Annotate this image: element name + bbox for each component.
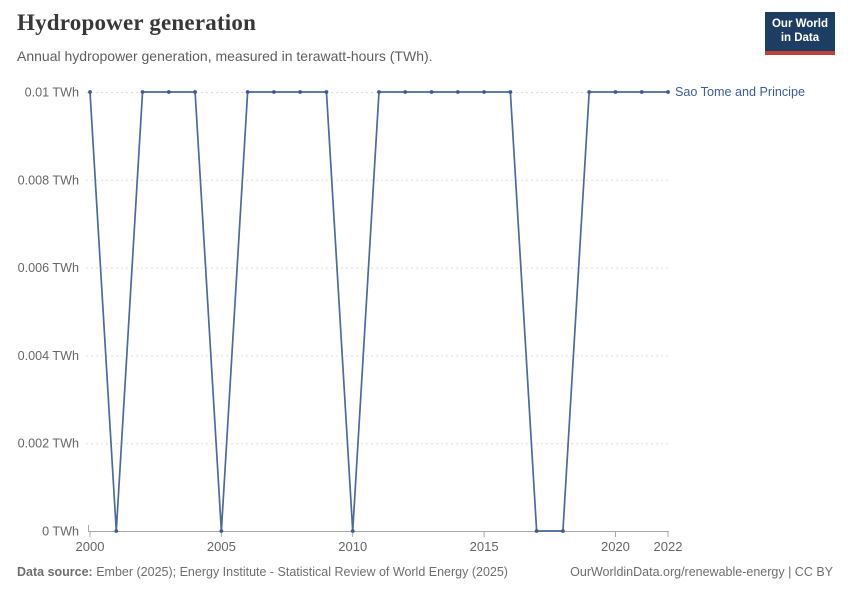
- x-tick-label: 2015: [470, 539, 499, 554]
- y-tick-label: 0.008 TWh: [18, 173, 79, 187]
- series-line-sao-tome-and-principe[interactable]: [89, 91, 669, 532]
- data-point: [219, 529, 224, 533]
- data-point: [245, 90, 250, 94]
- data-source-text: Ember (2025); Energy Institute - Statist…: [96, 565, 508, 579]
- y-tick-label: 0 TWh: [42, 525, 79, 539]
- chart-title: Hydropower generation: [17, 10, 257, 35]
- owid-logo[interactable]: Our World in Data: [764, 12, 835, 55]
- y-tick-label: 0.004 TWh: [18, 349, 79, 363]
- data-point: [377, 90, 381, 94]
- data-point: [429, 90, 434, 94]
- data-point: [587, 90, 592, 94]
- data-point: [666, 90, 670, 94]
- data-point: [298, 90, 303, 94]
- data-point: [639, 90, 644, 94]
- data-point: [613, 90, 618, 94]
- chart-subtitle: Annual hydropower generation, measured i…: [17, 48, 433, 64]
- y-tick-label: 0.01 TWh: [25, 86, 79, 100]
- y-tick-label: 0.006 TWh: [18, 261, 79, 275]
- series-label-sao-tome-and-principe[interactable]: Sao Tome and Principe: [675, 85, 805, 99]
- x-tick-label: 2005: [207, 539, 236, 554]
- data-point: [324, 90, 329, 94]
- data-point: [272, 90, 276, 94]
- x-tick-label: 2020: [601, 539, 630, 554]
- data-point: [482, 90, 486, 94]
- chart-footer: Data source: Ember (2025); Energy Instit…: [17, 565, 833, 579]
- y-tick-label: 0.002 TWh: [18, 437, 79, 451]
- data-point: [114, 529, 119, 533]
- data-source-label: Data source:: [17, 565, 93, 579]
- data-point: [88, 90, 92, 94]
- x-tick-label: 2022: [654, 539, 683, 554]
- data-point: [350, 529, 355, 533]
- x-tick-label: 2000: [76, 539, 105, 554]
- owid-logo-line1: Our World: [771, 18, 828, 30]
- owid-url-license-link[interactable]: OurWorldinData.org/renewable-energy | CC…: [570, 565, 833, 579]
- data-point: [403, 90, 408, 94]
- data-point: [561, 529, 565, 533]
- data-point: [193, 90, 197, 94]
- data-point: [455, 90, 460, 94]
- owid-logo-line2: in Data: [780, 32, 820, 45]
- data-point: [508, 90, 513, 94]
- data-point: [140, 90, 145, 94]
- data-source-note: Data source: Ember (2025); Energy Instit…: [17, 565, 508, 579]
- data-point: [534, 529, 539, 533]
- data-point: [166, 90, 171, 94]
- x-tick-label: 2010: [338, 539, 367, 554]
